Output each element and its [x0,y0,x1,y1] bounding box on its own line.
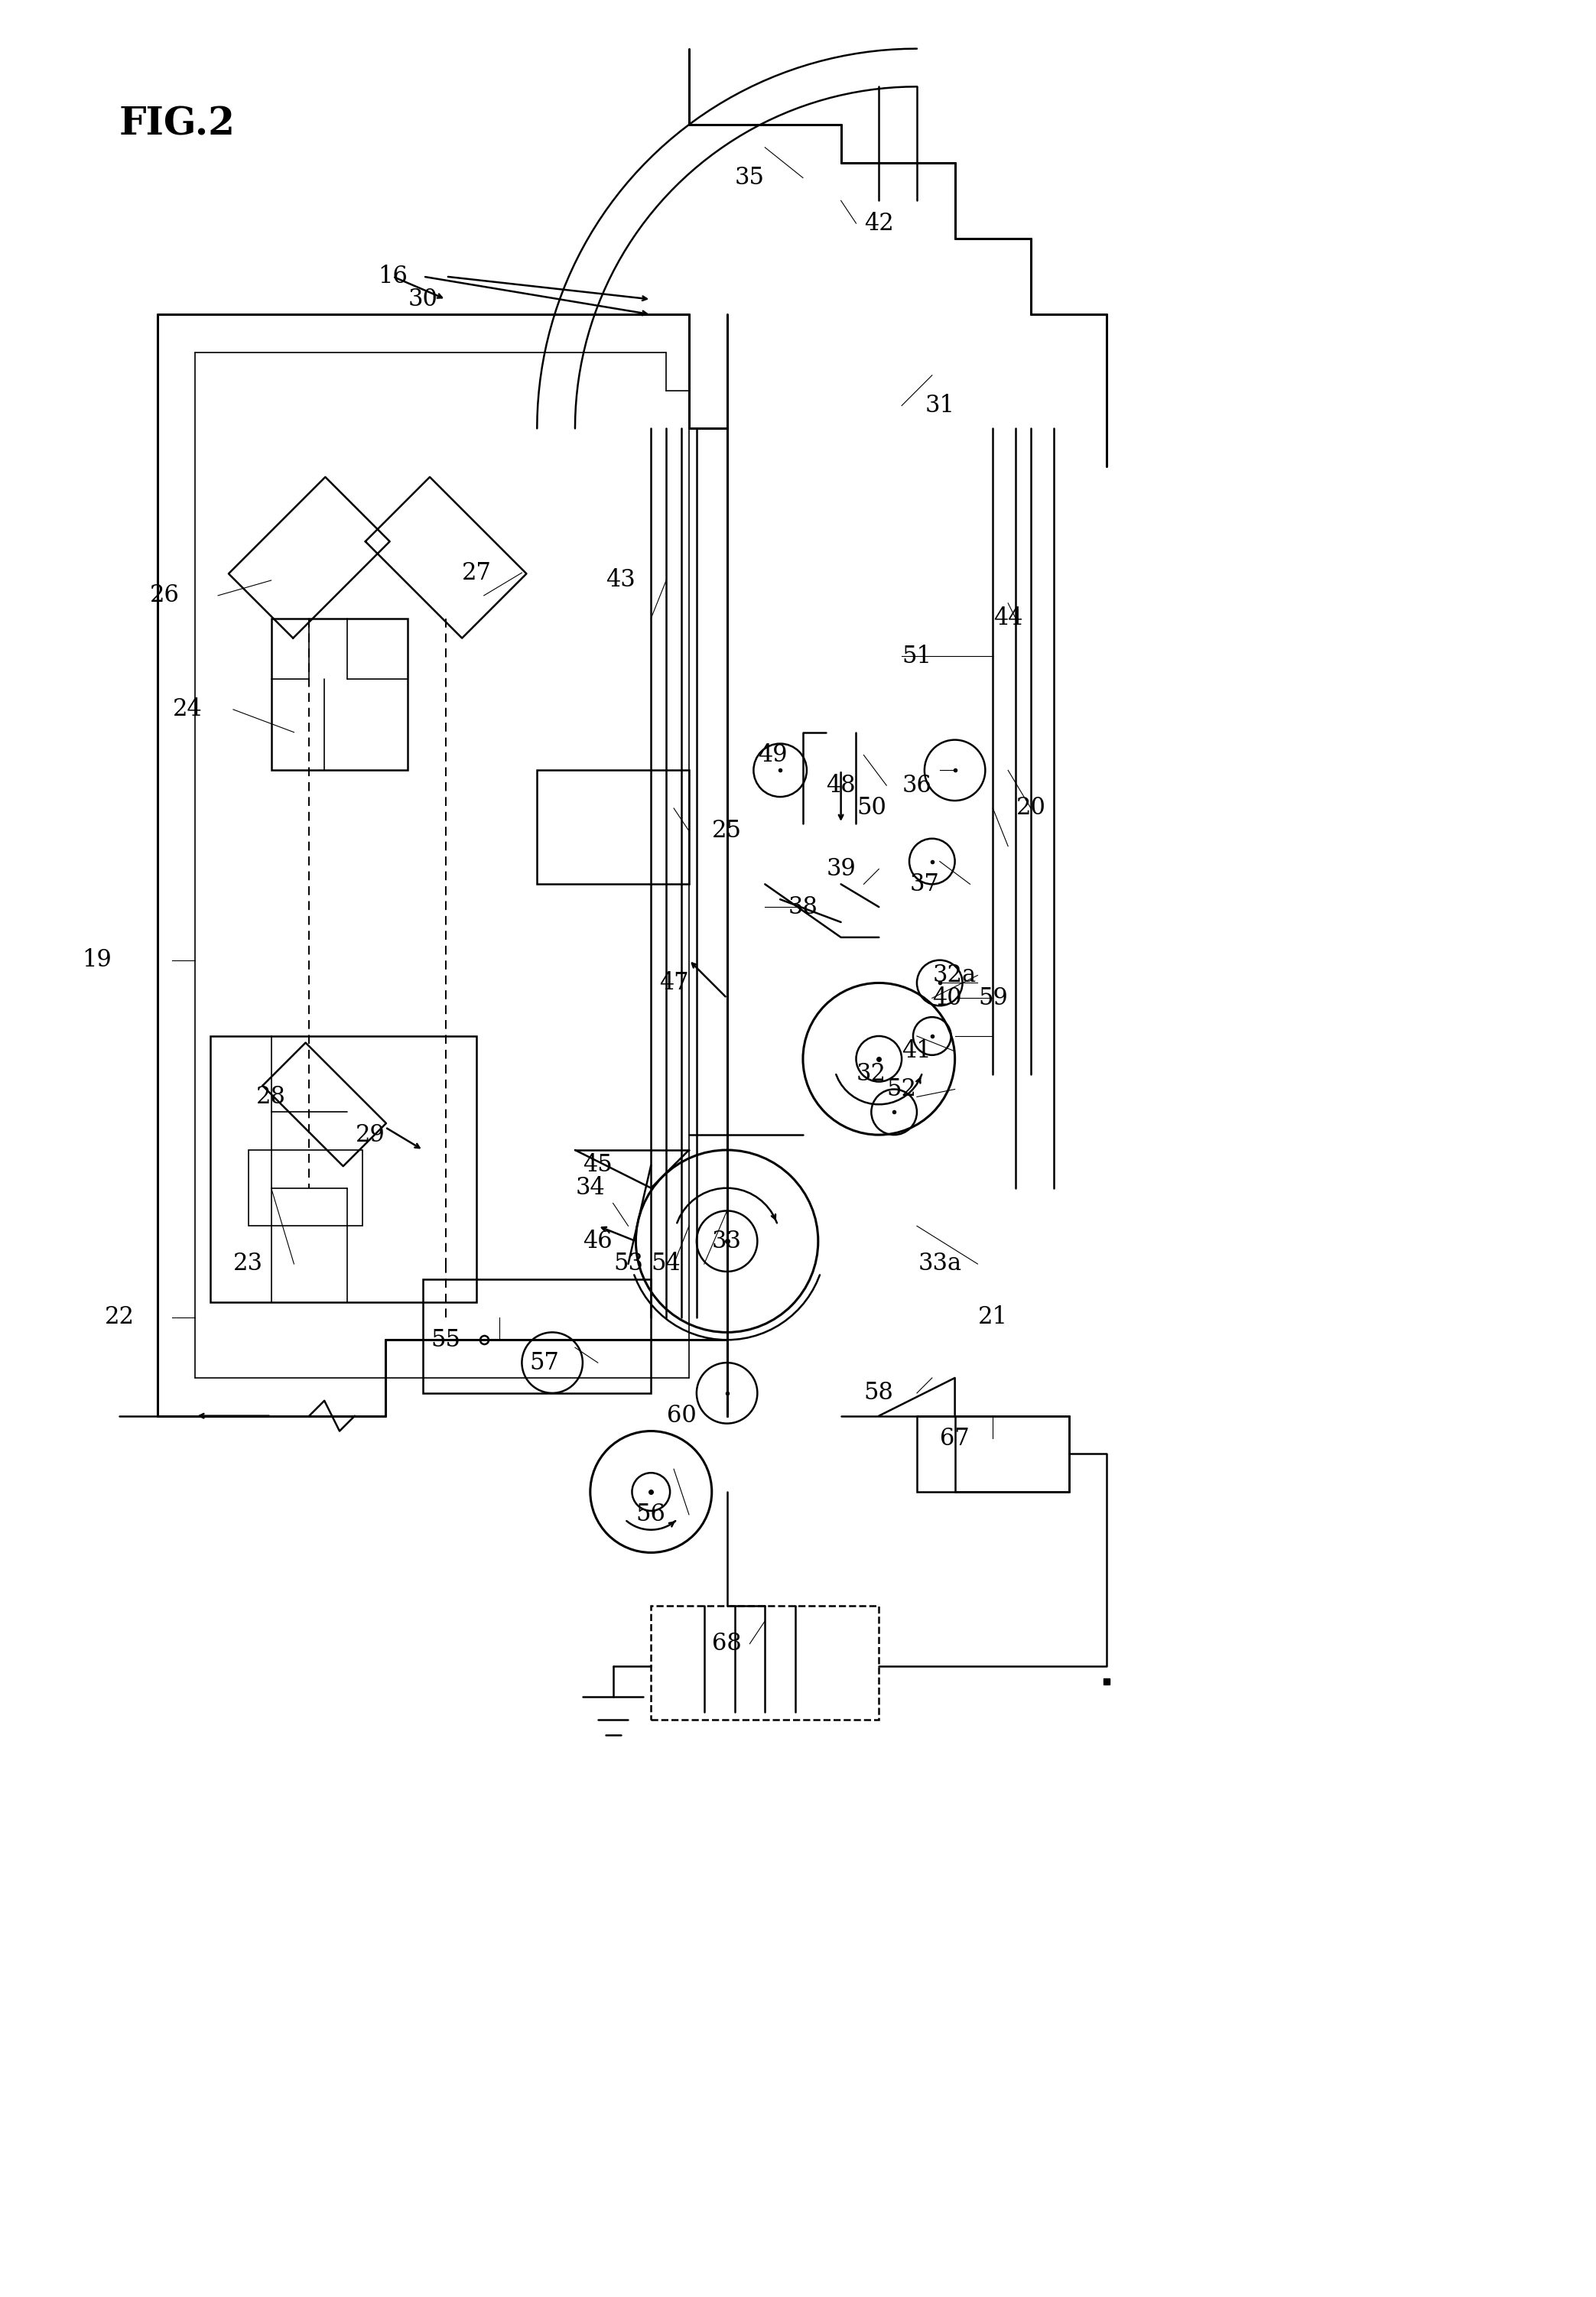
Text: 54: 54 [651,1252,681,1275]
Text: 51: 51 [902,645,932,668]
Text: 41: 41 [902,1041,932,1064]
Text: 25: 25 [712,820,742,843]
Text: 33: 33 [712,1229,742,1254]
Text: 24: 24 [172,698,203,721]
Bar [211,1036,476,1302]
Text: 26: 26 [150,583,180,606]
Text: 34: 34 [576,1176,605,1199]
Text: 35: 35 [734,165,764,191]
Text: 31: 31 [924,393,954,418]
Text: 57: 57 [530,1351,560,1374]
Text: 32a: 32a [934,962,977,988]
Text: 39: 39 [827,857,855,880]
Text: 40: 40 [932,985,962,1011]
Text: 36: 36 [902,774,932,797]
Text: 42: 42 [863,211,894,234]
Text: 58: 58 [863,1380,894,1406]
Text: 67: 67 [940,1426,970,1449]
Text: 28: 28 [257,1084,286,1109]
Text: 52: 52 [887,1077,916,1100]
Text: 48: 48 [827,774,855,797]
Text: 50: 50 [857,797,886,820]
Text: 56: 56 [637,1502,666,1528]
Bar [538,769,689,884]
Text: 55: 55 [431,1328,461,1351]
Text: 29: 29 [356,1123,385,1146]
Text: 37: 37 [910,873,940,896]
Text: 32: 32 [857,1061,886,1086]
Text: 23: 23 [233,1252,263,1275]
Text: 19: 19 [81,949,112,972]
Text: 53: 53 [613,1252,643,1275]
Bar [271,618,409,769]
Text: 22: 22 [104,1305,134,1330]
Text: 16: 16 [378,264,407,289]
Text: FIG.2: FIG.2 [120,106,236,142]
Bar [916,1415,1069,1491]
Text: 44: 44 [993,606,1023,629]
Bar [651,1606,879,1720]
Text: 60: 60 [667,1403,696,1429]
Text: 68: 68 [712,1631,742,1656]
Text: 27: 27 [461,560,492,586]
Text: 38: 38 [788,896,817,919]
Text: 49: 49 [758,744,787,767]
Text: 46: 46 [583,1229,613,1254]
Bar [249,1151,362,1227]
Text: 33a: 33a [918,1252,961,1275]
Text: 43: 43 [606,567,635,593]
Text: 59: 59 [978,985,1007,1011]
Text: 47: 47 [659,972,688,995]
Text: 30: 30 [409,287,437,310]
Text: 45: 45 [583,1153,613,1176]
Text: 20: 20 [1017,797,1045,820]
Bar [423,1279,651,1392]
Text: 21: 21 [978,1305,1007,1330]
